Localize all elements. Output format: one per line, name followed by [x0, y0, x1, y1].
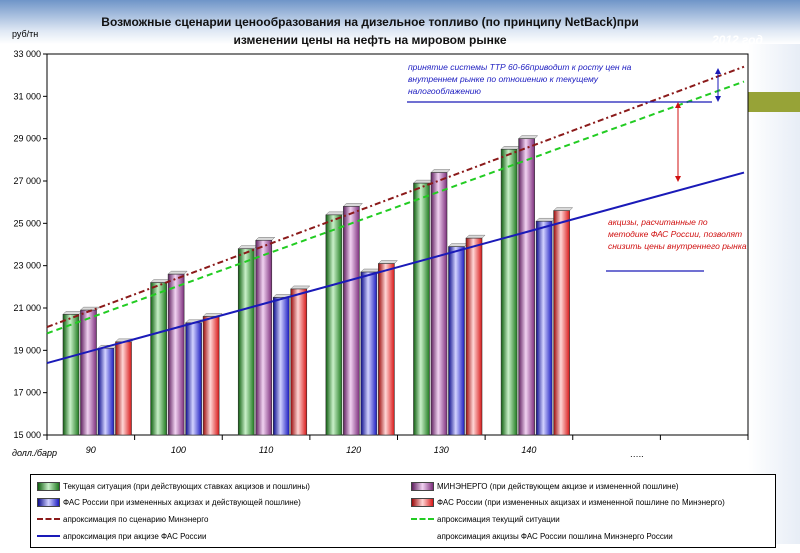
bar-current: [500, 148, 518, 436]
x-tick-label: 90: [86, 445, 96, 455]
legend-item-approx-current: апроксимация текущий ситуации: [411, 512, 560, 526]
legend-label-approx-current: апроксимация текущий ситуации: [437, 514, 560, 524]
bar-fas1: [448, 246, 465, 436]
arrow-ttp-head-up: [715, 68, 721, 74]
bar-fas1-top: [535, 218, 556, 222]
legend-item-approx-fas-minenergo: апроксимация акцизы ФАС России пошлина М…: [411, 529, 673, 543]
legend-label-approx-fas-minenergo: апроксимация акцизы ФАС России пошлина М…: [437, 531, 673, 541]
y-tick-label: 25 000: [13, 218, 41, 228]
x-tick-label: 100: [171, 445, 186, 455]
legend-label-approx-fas: апроксимация при акцизе ФАС России: [63, 531, 207, 541]
bar-current: [325, 214, 343, 436]
legend-item-current: Текущая ситуация (при действующих ставка…: [37, 479, 310, 493]
legend-item-approx-minenergo: апроксимация по сценарию Минэнерго: [37, 512, 208, 526]
bar-current: [237, 248, 255, 436]
bar-minenergo-top: [342, 203, 363, 207]
arrow-fas-head-down: [675, 176, 681, 182]
arrow-fas-head-up: [675, 102, 681, 108]
bars: [62, 135, 574, 436]
bar-current-top: [237, 245, 258, 249]
bar-current-top: [500, 146, 521, 150]
arrow-ttp-head-down: [715, 96, 721, 102]
y-tick-label: 31 000: [13, 91, 41, 101]
annotation-ttp: принятие системы ТТР 60-66приводит к рос…: [408, 62, 632, 96]
bar-minenergo-top: [167, 270, 188, 275]
bar-fas1: [535, 220, 553, 436]
x-tick-label: 130: [434, 445, 449, 455]
bar-current: [413, 182, 430, 436]
y-axis-unit: руб/тн: [12, 29, 39, 39]
bar-minenergo-top: [255, 237, 276, 241]
bar-minenergo: [518, 138, 535, 436]
chart: 15 000 17 000 19 000 21 000 23 000 25 000 27 0…: [13, 49, 749, 459]
legend-item-fas1: ФАС России при измененных акцизах и дейс…: [37, 495, 301, 509]
olive-decor-stripe: [748, 92, 800, 112]
y-tick-label: 15 000: [13, 430, 41, 440]
legend-label-fas2: ФАС России (при измененных акцизах и изм…: [437, 497, 725, 507]
trend-current: [46, 80, 745, 335]
bar-current-top: [62, 311, 83, 315]
x-axis-unit: долл./барр: [12, 448, 58, 458]
bar-fas2: [553, 210, 570, 436]
y-tick-label: 27 000: [13, 176, 41, 186]
bar-fas2-top: [553, 207, 574, 211]
y-tick-label: 17 000: [13, 388, 41, 398]
bar-current-top: [413, 179, 433, 184]
legend-label-approx-minenergo: апроксимация по сценарию Минэнерго: [63, 514, 209, 524]
bar-minenergo: [255, 239, 273, 436]
bar-fas2-top: [290, 285, 311, 290]
legend-item-fas2: ФАС России (при измененных акцизах и изм…: [411, 495, 725, 509]
bar-fas2: [465, 237, 483, 436]
bar-fas2-top: [465, 234, 486, 239]
trend-fas: [46, 171, 745, 364]
chart-title: Возможные сценарии ценообразования на ди…: [101, 15, 639, 47]
legend-label-minenergo: МИНЭНЕРГО (при действующем акцизе и изме…: [437, 481, 679, 491]
header-band: [0, 0, 800, 44]
trend-minenergo: [46, 65, 745, 328]
gridlines: [43, 53, 749, 440]
legend-label-fas1: ФАС России при измененных акцизах и дейс…: [63, 497, 301, 507]
y-tick-label: 19 000: [13, 345, 41, 355]
bar-fas1-top: [448, 243, 468, 247]
bar-minenergo: [343, 206, 360, 436]
legend-item-minenergo: МИНЭНЕРГО (при действующем акцизе и изме…: [411, 479, 679, 493]
bar-fas1: [185, 322, 202, 436]
year-label: 2012 год: [712, 33, 763, 47]
y-tick-label: 21 000: [13, 303, 41, 313]
bar-fas1: [360, 271, 378, 436]
bar-fas2: [115, 341, 132, 436]
legend-item-approx-fas: апроксимация при акцизе ФАС России: [37, 529, 206, 543]
y-tick-label: 33 000: [13, 49, 41, 59]
bar-minenergo-top: [430, 169, 451, 173]
legend-label-current: Текущая ситуация (при действующих ставка…: [63, 481, 310, 491]
bar-current: [150, 282, 167, 436]
bar-fas2: [378, 263, 395, 436]
bar-current: [62, 314, 80, 436]
bar-fas1: [97, 347, 115, 436]
bar-fas1-top: [360, 268, 381, 273]
y-tick-label: 23 000: [13, 261, 41, 271]
bar-fas2-top: [377, 260, 398, 264]
bar-fas1: [272, 297, 290, 436]
right-decor-band: [748, 44, 800, 544]
bar-current-top: [325, 211, 346, 216]
x-tick-label: 120: [346, 445, 361, 455]
bar-fas2: [202, 316, 220, 436]
bar-minenergo: [167, 273, 185, 436]
bar-minenergo: [80, 309, 97, 436]
bar-minenergo: [430, 172, 448, 436]
bar-fas2: [290, 288, 308, 436]
x-tick-label: 140: [521, 445, 536, 455]
tick-labels: 15 000 17 000 19 000 21 000 23 000 25 000 27 0…: [13, 49, 536, 455]
legend: Текущая ситуация (при действующих ставка…: [30, 474, 776, 548]
dots-label: …..: [630, 449, 644, 459]
annotation-markers: [407, 68, 721, 272]
annotation-fas: акцизы, расчитанные по методике ФАС Росс…: [608, 217, 747, 251]
y-tick-label: 29 000: [13, 134, 41, 144]
x-tick-label: 110: [259, 445, 273, 455]
bar-minenergo-top: [518, 135, 539, 139]
trend-lines: [46, 65, 745, 364]
